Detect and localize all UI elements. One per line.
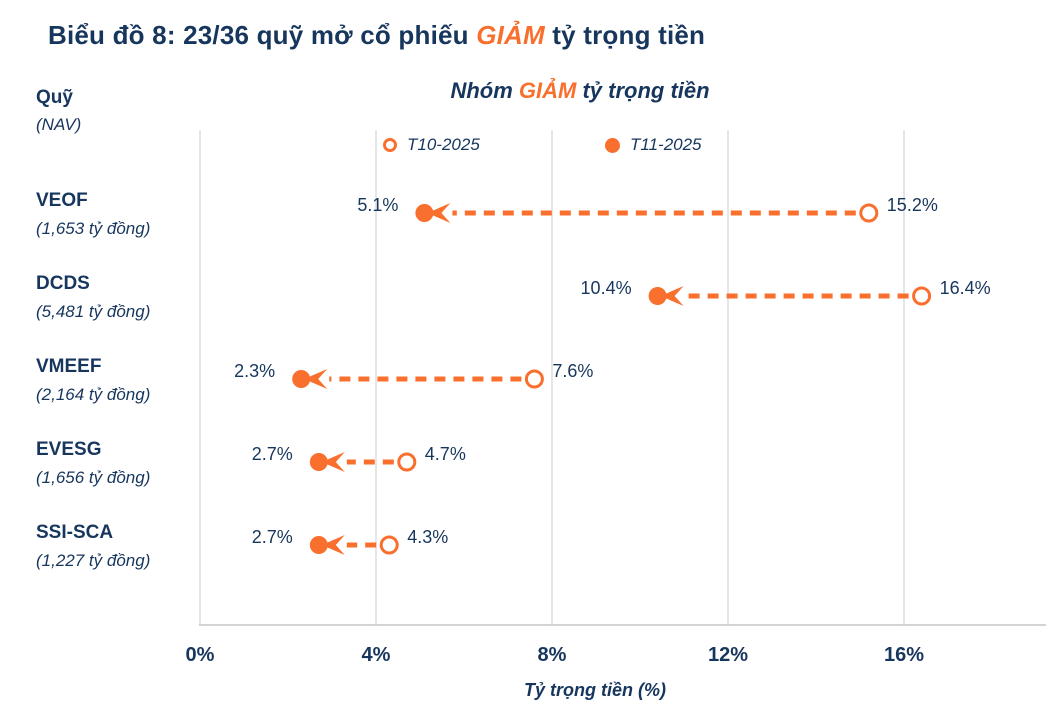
legend-item-t11: T11-2025 xyxy=(605,133,702,157)
arrowhead-icon xyxy=(321,535,345,555)
x-tick-label: 12% xyxy=(707,644,749,666)
data-label-t10: 4.7% xyxy=(424,444,466,464)
x-tick-label: 0% xyxy=(185,644,215,666)
data-label-t11: 2.3% xyxy=(234,361,276,381)
x-axis-title: Tỷ trọng tiền (%) xyxy=(524,680,666,700)
fund-label: EVESG (1,656 tỷ đồng) xyxy=(36,436,196,492)
t11-filled-circle-marker xyxy=(648,287,667,305)
t11-filled-circle-marker xyxy=(309,453,328,471)
fund-nav: (1,656 tỷ đồng) xyxy=(36,468,151,487)
t10-open-circle-marker xyxy=(912,286,932,306)
chart-title-highlight: GIẢM xyxy=(476,20,545,50)
chart-subtitle-prefix: Nhóm xyxy=(450,78,519,103)
chart-title: Biểu đồ 8: 23/36 quỹ mở cổ phiếu GIẢM tỷ… xyxy=(48,20,705,51)
t10-open-circle-marker xyxy=(397,452,417,472)
arrowhead-icon xyxy=(321,452,345,472)
fund-name: SSI-SCA xyxy=(36,522,114,543)
t10-open-circle-marker xyxy=(379,535,399,555)
y-axis-header-subtitle: (NAV) xyxy=(36,115,82,134)
y-axis-header: Quỹ (NAV) xyxy=(36,84,81,138)
data-label-t10: 4.3% xyxy=(407,527,449,547)
fund-nav: (1,653 tỷ đồng) xyxy=(36,219,151,238)
t10-open-circle-marker xyxy=(859,203,879,223)
chart-title-prefix: Biểu đồ 8: 23/36 quỹ mở cổ phiếu xyxy=(48,20,477,50)
fund-label: VMEEF (2,164 tỷ đồng) xyxy=(36,353,196,409)
data-label-t10: 7.6% xyxy=(552,361,594,381)
chart-subtitle: Nhóm GIẢM tỷ trọng tiền xyxy=(200,78,960,104)
t11-filled-circle-marker xyxy=(309,536,328,554)
arrowhead-icon xyxy=(304,369,328,389)
fund-label: DCDS (5,481 tỷ đồng) xyxy=(36,270,196,326)
fund-name: VEOF xyxy=(36,190,88,211)
data-label-t11: 2.7% xyxy=(251,527,293,547)
chart-subtitle-suffix: tỷ trọng tiền xyxy=(576,78,710,103)
filled-circle-icon xyxy=(605,137,620,153)
fund-name: EVESG xyxy=(36,439,102,460)
fund-nav: (1,227 tỷ đồng) xyxy=(36,551,151,570)
t11-filled-circle-marker xyxy=(415,204,434,222)
legend-item-t10: T10-2025 xyxy=(383,133,480,157)
fund-nav: (2,164 tỷ đồng) xyxy=(36,385,151,404)
chart-title-suffix: tỷ trọng tiền xyxy=(544,20,706,50)
chart-subtitle-highlight: GIẢM xyxy=(518,78,577,103)
arrowhead-icon xyxy=(660,286,684,306)
data-label-t10: 16.4% xyxy=(939,278,991,298)
open-circle-icon xyxy=(383,138,397,152)
arrowhead-icon xyxy=(427,203,451,223)
data-label-t11: 2.7% xyxy=(251,444,293,464)
data-label-t11: 5.1% xyxy=(357,195,399,215)
legend-label-t11: T11-2025 xyxy=(630,135,702,154)
t11-filled-circle-marker xyxy=(292,370,311,388)
fund-nav: (5,481 tỷ đồng) xyxy=(36,302,151,321)
x-tick-label: 8% xyxy=(537,644,567,666)
fund-name: VMEEF xyxy=(36,356,102,377)
fund-name: DCDS xyxy=(36,273,90,294)
y-axis-header-title: Quỹ xyxy=(36,87,73,108)
data-label-t11: 10.4% xyxy=(580,278,632,298)
data-label-t10: 15.2% xyxy=(886,195,938,215)
x-tick-label: 4% xyxy=(361,644,391,666)
fund-label: VEOF (1,653 tỷ đồng) xyxy=(36,187,196,243)
legend-label-t10: T10-2025 xyxy=(407,135,480,154)
t10-open-circle-marker xyxy=(524,369,544,389)
fund-label: SSI-SCA (1,227 tỷ đồng) xyxy=(36,519,196,575)
x-tick-label: 16% xyxy=(883,644,925,666)
